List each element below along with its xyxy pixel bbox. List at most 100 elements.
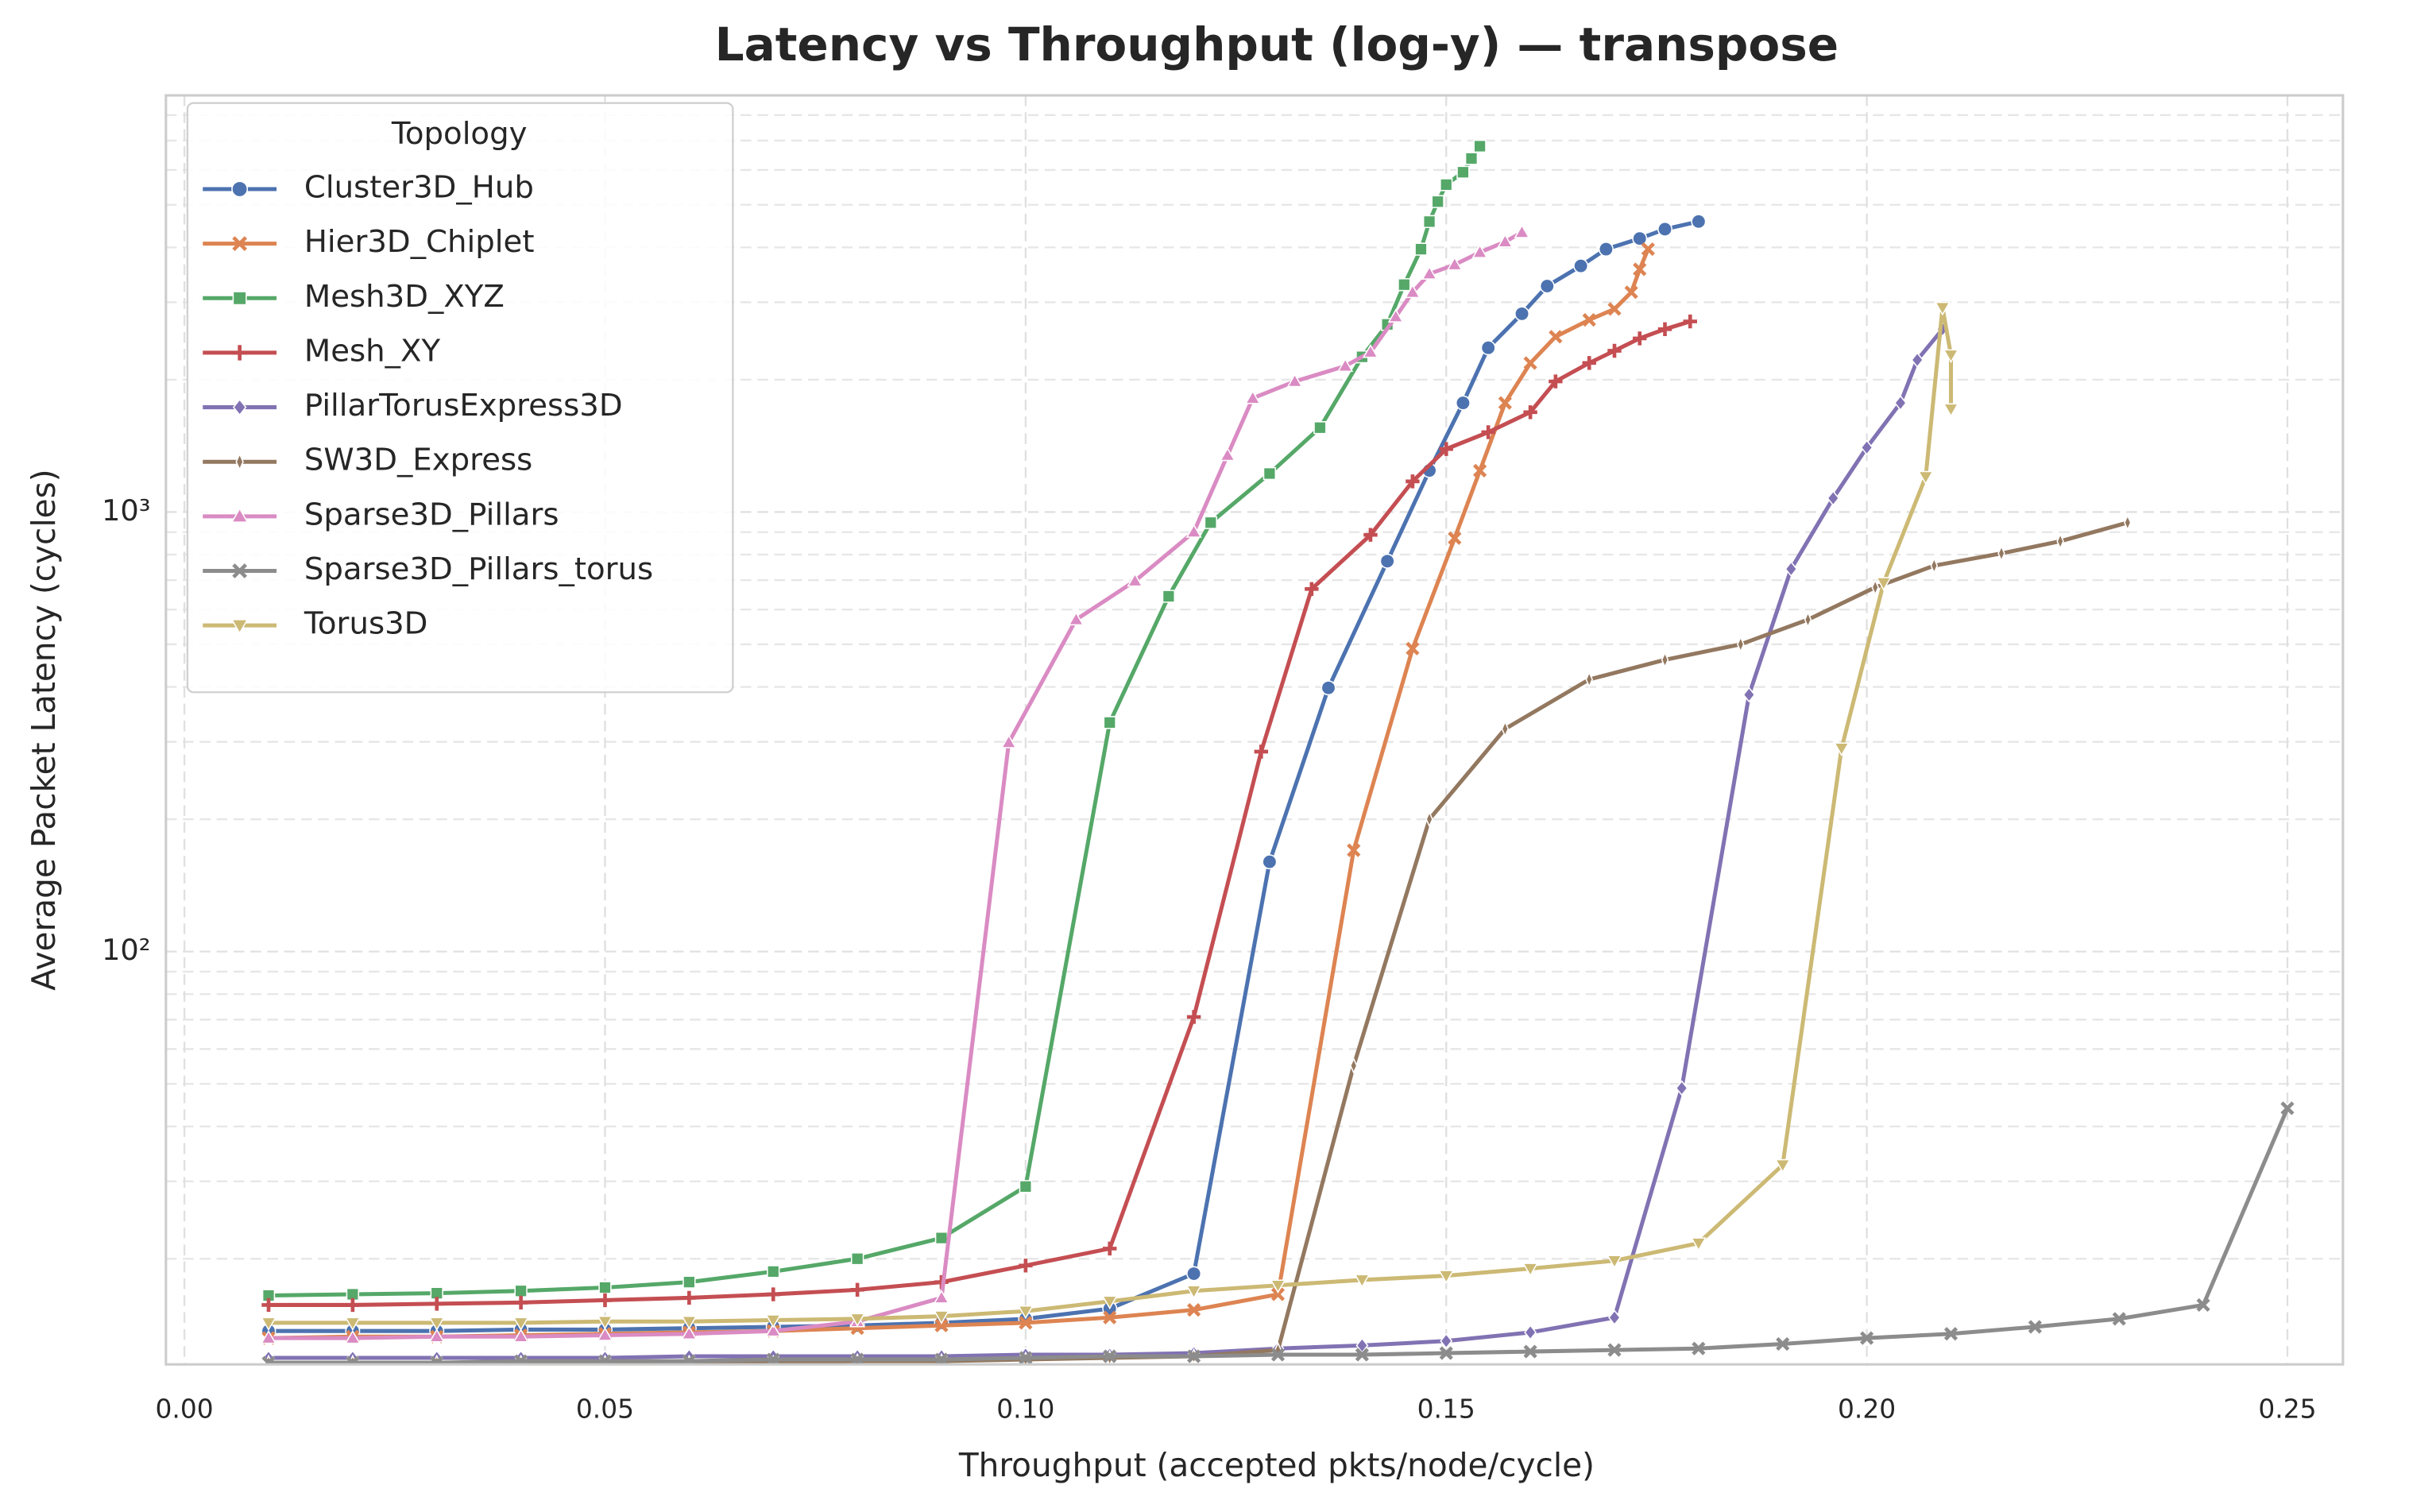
marker [1354,1274,1371,1289]
y-tick-label: 10² [102,933,150,967]
marker [1641,242,1655,257]
marker [1683,314,1697,329]
series [261,314,1697,1313]
marker [1127,572,1143,587]
marker [1549,330,1563,344]
marker [1624,285,1638,300]
legend-label: Sparse3D_Pillars_torus [304,551,653,587]
marker [1406,641,1420,655]
marker [1350,1057,1358,1074]
marker [1446,256,1463,271]
marker [1464,152,1479,165]
marker [232,398,247,416]
legend-box [186,102,734,694]
marker [1162,590,1176,603]
marker [1917,470,1934,485]
marker [1305,582,1319,597]
marker [260,1329,277,1344]
marker [1606,1255,1623,1269]
marker [514,1284,528,1297]
marker [1439,1346,1453,1360]
marker [1379,553,1395,569]
marker [1185,524,1202,538]
marker [1633,331,1647,346]
marker [230,507,249,523]
marker [1270,1348,1286,1362]
marker [1186,1010,1201,1024]
marker [765,1322,782,1337]
marker [430,1286,443,1300]
marker [1934,301,1951,316]
y-tick-label: 10³ [102,493,150,528]
marker [681,1315,698,1330]
marker [430,1297,444,1311]
marker [1019,1180,1033,1193]
marker [1355,1348,1369,1362]
marker [428,1328,445,1343]
marker [1244,389,1261,404]
marker [1523,1344,1537,1359]
marker [1776,1336,1790,1352]
marker [1471,244,1488,258]
series [261,139,1487,1302]
x-tick-label: 0.05 [576,1394,634,1425]
marker [512,1328,529,1343]
marker [1524,1324,1537,1340]
marker [1785,561,1798,578]
marker [1440,178,1453,191]
marker [1481,425,1495,439]
y-axis-label: Average Packet Latency (cycles) [25,469,63,990]
legend-label: SW3D_Express [304,443,532,478]
marker [933,1290,950,1304]
marker [1414,242,1428,256]
marker [1833,742,1850,757]
marker [1262,854,1278,870]
marker [1871,578,1879,596]
marker [1000,734,1017,748]
marker [513,1295,528,1310]
series [260,301,1959,1332]
marker [1691,214,1707,230]
marker [430,1355,444,1365]
marker [849,1313,866,1328]
marker [1455,395,1471,411]
marker [765,1314,782,1328]
marker [1103,1349,1117,1363]
marker [597,1293,613,1308]
marker [1404,284,1421,299]
marker [1101,1295,1118,1310]
x-tick-label: 0.20 [1838,1394,1896,1425]
marker [1187,1349,1201,1363]
marker [232,291,247,306]
marker [1657,221,1672,237]
marker [767,1265,780,1278]
marker [261,1297,276,1313]
marker [2112,1312,2126,1326]
marker [1997,544,2005,563]
legend-label: PillarTorusExpress3D [304,388,623,423]
marker [1675,1080,1688,1096]
marker [1632,230,1648,246]
marker [1582,312,1596,327]
marker [344,1317,361,1332]
marker [344,1329,361,1344]
marker [1362,343,1379,358]
marker [1692,1341,1706,1355]
marker [681,1325,698,1340]
marker [1585,671,1593,688]
marker [1431,195,1444,208]
marker [1263,466,1277,481]
marker [1522,1263,1539,1277]
marker [1321,680,1336,696]
marker [346,1355,360,1365]
marker [1549,374,1563,389]
marker [1523,356,1537,370]
marker [1103,716,1116,729]
marker [1185,1285,1202,1300]
marker [514,1354,528,1365]
marker [1204,516,1217,529]
marker [850,1282,864,1297]
marker [1103,1310,1117,1324]
marker [1497,234,1514,248]
